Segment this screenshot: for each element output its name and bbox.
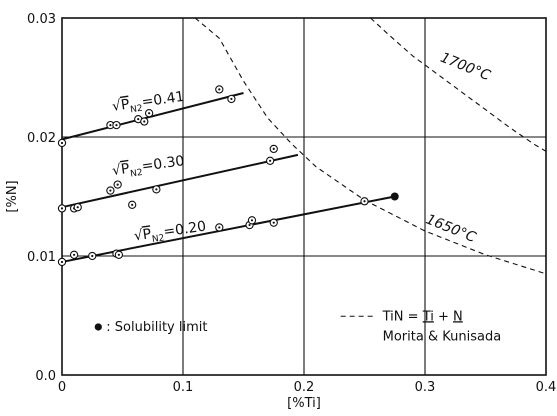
x-tick-label: 0.4 bbox=[536, 380, 557, 395]
data-point bbox=[57, 204, 67, 213]
data-point bbox=[106, 186, 115, 195]
fit-line bbox=[61, 92, 244, 141]
data-point bbox=[114, 250, 124, 259]
x-tick-label: 0.2 bbox=[294, 380, 315, 395]
legend-line-label: TiN = Ti + N bbox=[382, 309, 463, 324]
isotherm-label: 1700°C bbox=[438, 50, 493, 85]
series-label-value: =0.30 bbox=[141, 153, 186, 175]
data-point-dot bbox=[155, 188, 158, 191]
legend-line-label-part: + bbox=[434, 309, 453, 324]
legend: TiN = Ti + N Morita & Kunisada : Solubilit… bbox=[94, 309, 502, 344]
tick-labels: 0 0.1 0.2 0.3 0.4 0.0 0.01 0.02 0.03 bbox=[27, 12, 556, 395]
data-points bbox=[57, 85, 399, 267]
series-label-sub: N2 bbox=[130, 104, 144, 116]
data-point-dot bbox=[218, 226, 221, 229]
solubility-limit-point bbox=[390, 192, 399, 201]
data-point bbox=[265, 156, 275, 165]
series-label: √PN2=0.30 bbox=[111, 153, 186, 182]
legend-line-label-part: N bbox=[453, 309, 463, 324]
series-labels: √PN2=0.41√PN2=0.30√PN2=0.20 bbox=[111, 89, 208, 248]
data-point-dot bbox=[109, 189, 112, 192]
series-label-p: P bbox=[142, 226, 153, 243]
series-label-value: =0.41 bbox=[141, 89, 186, 111]
plot-frame bbox=[61, 17, 547, 376]
fit-lines bbox=[61, 92, 395, 263]
data-point-dot bbox=[131, 203, 134, 206]
data-point bbox=[269, 144, 278, 154]
isotherm-label: 1650°C bbox=[424, 212, 479, 247]
x-tick-label: 0 bbox=[58, 380, 66, 395]
y-tick-label: 0.02 bbox=[27, 131, 56, 146]
data-point-dot bbox=[115, 124, 118, 127]
series-label-sub: N2 bbox=[130, 168, 144, 180]
data-point-dot bbox=[60, 260, 64, 264]
data-point-dot bbox=[250, 219, 254, 222]
data-point bbox=[269, 218, 278, 227]
data-point-dot bbox=[148, 112, 151, 115]
data-point-dot bbox=[117, 253, 120, 256]
data-point bbox=[88, 251, 97, 261]
isotherm-curve bbox=[370, 17, 547, 152]
data-point bbox=[57, 257, 67, 267]
data-point bbox=[112, 120, 121, 130]
series-label: √PN2=0.41 bbox=[111, 89, 186, 118]
data-point bbox=[215, 85, 224, 94]
data-point-dot bbox=[91, 254, 94, 258]
series-label-p: P bbox=[120, 97, 131, 114]
data-point-dot bbox=[73, 253, 76, 256]
data-point-dot bbox=[60, 141, 64, 145]
legend-solubility-marker bbox=[94, 323, 102, 331]
data-point-dot bbox=[109, 124, 112, 127]
data-point bbox=[73, 203, 82, 212]
legend-solubility-label: : Solubility limit bbox=[106, 320, 207, 335]
data-point-dot bbox=[363, 200, 366, 203]
fit-line bbox=[61, 195, 395, 263]
data-point bbox=[113, 180, 122, 189]
data-point bbox=[57, 138, 67, 148]
x-axis-label: [%Ti] bbox=[287, 396, 321, 411]
series-label-root: √ bbox=[111, 98, 122, 115]
isotherm-curves: 1650°C 1700°C bbox=[194, 17, 547, 275]
series-label-root: √ bbox=[133, 227, 144, 244]
legend-line-label-part: TiN = bbox=[382, 309, 423, 324]
data-point bbox=[227, 94, 236, 104]
series-label: √PN2=0.20 bbox=[133, 219, 208, 248]
fit-line bbox=[61, 153, 299, 209]
data-point-dot bbox=[60, 207, 64, 210]
data-point bbox=[152, 185, 161, 194]
grid bbox=[62, 18, 546, 375]
y-tick-label: 0.01 bbox=[27, 250, 56, 265]
data-point bbox=[247, 216, 257, 225]
series-label-value: =0.20 bbox=[162, 219, 207, 241]
data-point bbox=[128, 200, 137, 209]
series-label-p: P bbox=[120, 161, 131, 178]
data-point bbox=[360, 197, 369, 206]
data-point-dot bbox=[143, 120, 146, 123]
data-point bbox=[69, 250, 79, 259]
data-point-dot bbox=[269, 159, 272, 162]
data-point-dot bbox=[272, 147, 275, 150]
data-point-dot bbox=[137, 118, 140, 121]
data-point-dot bbox=[116, 183, 119, 186]
x-tick-label: 0.1 bbox=[173, 380, 194, 395]
y-axis-label: [%N] bbox=[5, 180, 20, 212]
data-point bbox=[144, 109, 154, 118]
legend-source: Morita & Kunisada bbox=[383, 329, 502, 344]
data-point-dot bbox=[76, 206, 79, 209]
series-label-root: √ bbox=[111, 162, 122, 179]
data-point-dot bbox=[272, 221, 275, 224]
data-point-dot bbox=[218, 88, 221, 91]
legend-line-label-part: Ti bbox=[422, 309, 434, 324]
y-tick-label: 0.03 bbox=[27, 12, 56, 27]
x-tick-label: 0.3 bbox=[415, 380, 436, 395]
data-point bbox=[140, 117, 149, 126]
data-point bbox=[215, 223, 224, 232]
isotherm-curve bbox=[194, 17, 547, 275]
y-tick-label: 0.0 bbox=[35, 369, 56, 384]
series-label-sub: N2 bbox=[151, 233, 165, 245]
data-point-dot bbox=[248, 223, 251, 227]
data-point-dot bbox=[230, 97, 233, 101]
